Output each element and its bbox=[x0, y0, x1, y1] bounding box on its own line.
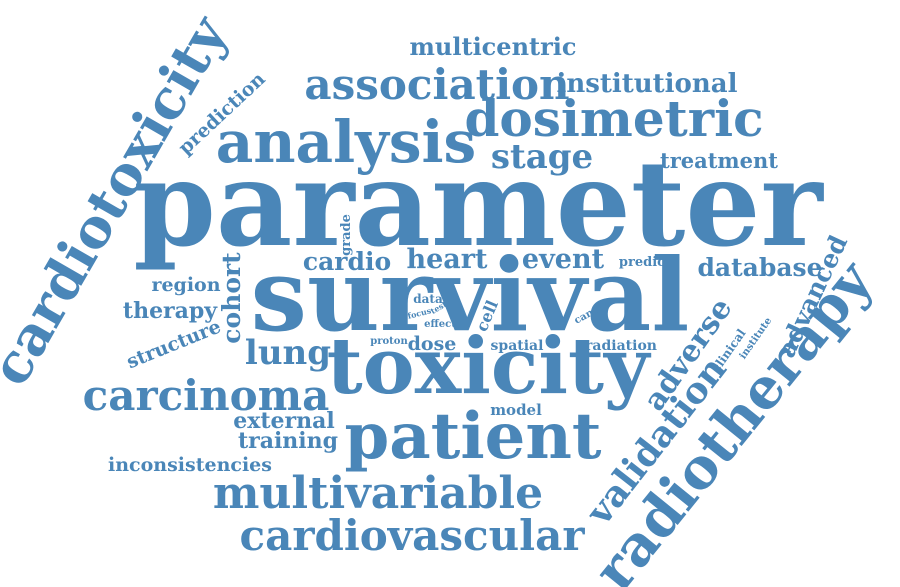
word-spatial: spatial bbox=[491, 338, 544, 354]
word-cardiovascular: cardiovascular bbox=[240, 511, 586, 560]
word-effect: effect bbox=[424, 319, 456, 330]
word-heart: heart bbox=[407, 244, 489, 275]
word-therapy: therapy bbox=[123, 298, 218, 324]
word-multivariable: multivariable bbox=[213, 468, 543, 519]
word-toxicity: toxicity bbox=[327, 321, 652, 412]
word-institutional: institutional bbox=[556, 69, 737, 99]
word-event: event bbox=[522, 244, 605, 275]
word-dosimetric: dosimetric bbox=[464, 89, 763, 148]
word-treatment: treatment bbox=[660, 148, 778, 173]
word-structure: structure bbox=[123, 316, 224, 374]
word-parameter: parameter bbox=[133, 134, 824, 273]
word-model: model bbox=[490, 401, 542, 419]
word-inconsistencies: inconsistencies bbox=[108, 454, 272, 476]
word-proton: proton bbox=[370, 336, 408, 347]
word-predict: predict bbox=[619, 255, 671, 270]
word-carcinoma: carcinoma bbox=[83, 371, 330, 420]
word-cohort: cohort bbox=[217, 252, 246, 344]
word-cardio: cardio bbox=[303, 247, 391, 276]
word-patient: patient bbox=[345, 399, 602, 474]
word-radiation: radiation bbox=[585, 338, 657, 354]
word-external: external bbox=[233, 408, 334, 434]
word-analysis: analysis bbox=[216, 108, 476, 176]
word-grade: grade bbox=[339, 214, 354, 256]
word-association: association bbox=[304, 60, 569, 109]
word-database: database bbox=[697, 253, 822, 282]
word-multicentric: multicentric bbox=[410, 32, 577, 61]
word-survival: survival bbox=[251, 236, 690, 354]
word-dose: dose bbox=[408, 333, 457, 355]
word-stage: stage bbox=[491, 137, 593, 177]
word-region: region bbox=[151, 274, 220, 296]
word-training: training bbox=[238, 428, 338, 454]
word-lung: lung bbox=[245, 333, 331, 373]
word-data: data bbox=[413, 292, 443, 306]
